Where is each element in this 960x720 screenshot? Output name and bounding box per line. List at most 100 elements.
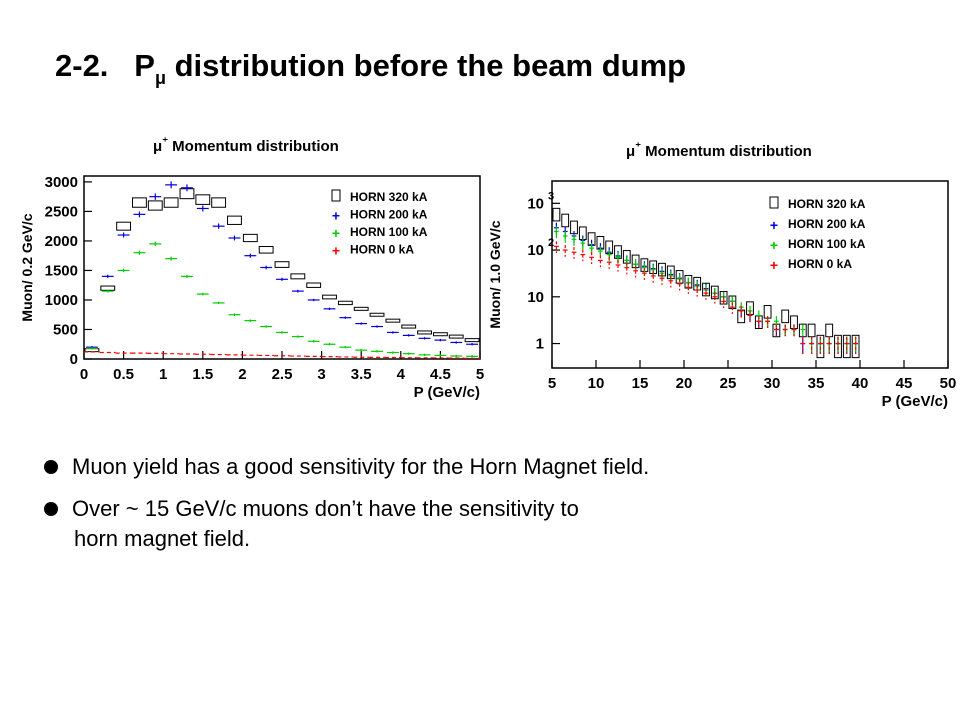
- hist-box-horn320: [448, 334, 464, 339]
- hist-box-horn320: [417, 330, 432, 335]
- hist-box-horn320: [337, 300, 353, 306]
- hist-box-horn320: [227, 215, 242, 225]
- x-tick-label: 40: [852, 375, 869, 392]
- hist-box-horn320: [274, 261, 290, 268]
- bullet-dot-icon: [44, 502, 58, 516]
- hist-box-horn320: [195, 194, 211, 205]
- x-tick-label: 0.5: [113, 366, 134, 383]
- hist-box-horn320: [763, 305, 772, 319]
- legend-swatch-plus-icon: +: [332, 208, 340, 224]
- title-number: 2-2.: [55, 48, 109, 83]
- y-axis-label: Muon/ 1.0 GeV/c: [488, 220, 503, 328]
- hist-box-horn320: [116, 221, 132, 231]
- x-tick-label: 0: [80, 366, 88, 383]
- hist-box-horn320: [211, 197, 227, 208]
- y-tick-label: 500: [53, 321, 78, 338]
- hist-box-horn320: [369, 312, 385, 317]
- title-rest: distribution before the beam dump: [165, 48, 687, 83]
- x-tick-label: 3.5: [351, 366, 372, 383]
- legend-label: HORN 320 kA: [788, 197, 866, 211]
- y-tick-label: 10: [527, 289, 544, 306]
- legend-label: HORN 200 kA: [788, 217, 866, 231]
- hist-box-horn320: [432, 332, 448, 337]
- x-tick-label: 50: [940, 375, 957, 392]
- hist-box-horn320: [834, 334, 842, 359]
- x-tick-label: 4.5: [430, 366, 451, 383]
- x-tick-label: 30: [764, 375, 781, 392]
- y-tick-label: 3000: [45, 174, 78, 191]
- y-tick-exponent: 3: [548, 190, 554, 202]
- hist-box-horn320: [322, 294, 337, 300]
- x-tick-label: 1.5: [192, 366, 213, 383]
- bullet-dot-icon: [44, 460, 58, 474]
- y-tick-label: 1500: [45, 262, 78, 279]
- x-tick-label: 3: [317, 366, 325, 383]
- hist-box-horn320: [851, 334, 860, 359]
- hist-box-horn320: [807, 323, 816, 338]
- bullet-text: Muon yield has a good sensitivity for th…: [72, 454, 650, 479]
- legend-swatch-horn320: [331, 189, 341, 202]
- hist-box-horn320: [258, 246, 274, 254]
- hist-box-horn320: [306, 282, 322, 288]
- hist-box-horn320: [825, 323, 834, 338]
- legend-label: HORN 200 kA: [350, 208, 428, 222]
- y-tick-label: 2500: [45, 203, 78, 220]
- chart-title: μ⁺ Momentum distribution: [153, 136, 339, 155]
- x-tick-label: 20: [676, 375, 693, 392]
- y-tick-label: 10: [527, 242, 544, 259]
- y-tick-label: 10: [527, 195, 544, 212]
- hist-box-horn320: [816, 334, 825, 359]
- legend-swatch-plus-icon: +: [770, 257, 778, 273]
- bullet-text-continued: horn magnet field.: [74, 526, 251, 551]
- legend-swatch-horn320: [769, 196, 779, 209]
- x-tick-label: 25: [720, 375, 737, 392]
- legend-swatch-plus-icon: +: [332, 225, 340, 241]
- hist-box-horn320: [464, 338, 480, 343]
- legend-swatch-plus-icon: +: [770, 217, 778, 233]
- hist-box-horn320: [163, 197, 179, 208]
- y-tick-label: 1: [536, 336, 544, 353]
- x-tick-label: 5: [548, 375, 556, 392]
- chart-log-momentum: μ⁺ Momentum distribution Muon/ 1.0 GeV/c P…: [488, 141, 957, 410]
- slide-title: 2-2. Pμ distribution before the beam dum…: [55, 48, 686, 89]
- hist-box-horn320: [147, 200, 163, 211]
- legend-label: HORN 100 kA: [788, 237, 866, 251]
- x-tick-label: 4: [397, 366, 406, 383]
- x-tick-label: 10: [588, 375, 605, 392]
- plot-frame: [551, 180, 949, 369]
- hist-box-horn320: [290, 273, 306, 280]
- bullet-text: Over ~ 15 GeV/c muons don’t have the sen…: [72, 496, 579, 521]
- x-tick-label: 2: [238, 366, 246, 383]
- x-tick-label: 15: [632, 375, 649, 392]
- x-tick-label: 1: [159, 366, 167, 383]
- legend-label: HORN 320 kA: [350, 190, 428, 204]
- bullet-item: Over ~ 15 GeV/c muons don’t have the sen…: [44, 494, 649, 554]
- hist-box-horn320: [242, 233, 258, 243]
- hist-box-horn320: [781, 309, 790, 324]
- hist-box-horn320: [842, 334, 851, 359]
- x-axis-label: P (GeV/c): [882, 393, 948, 410]
- legend-label: HORN 0 kA: [788, 257, 852, 271]
- x-tick-label: 2.5: [272, 366, 293, 383]
- legend-swatch-plus-icon: +: [332, 243, 340, 259]
- bullet-item: Muon yield has a good sensitivity for th…: [44, 452, 649, 482]
- title-main: P: [134, 48, 155, 83]
- y-axis-label: Muon/ 0.2 GeV/c: [19, 213, 35, 321]
- y-tick-label: 1000: [45, 292, 78, 309]
- x-tick-label: 35: [808, 375, 825, 392]
- hist-box-horn320: [561, 213, 570, 228]
- y-tick-exponent: 2: [548, 237, 554, 249]
- hist-box-horn320: [798, 323, 807, 338]
- chart-linear-momentum: μ⁺ Momentum distribution Muon/ 0.2 GeV/c P…: [19, 136, 484, 401]
- y-tick-label: 2000: [45, 233, 78, 250]
- hist-box-horn320: [552, 207, 561, 222]
- hist-box-horn320: [353, 306, 369, 311]
- hist-box-horn320: [132, 197, 147, 208]
- hist-box-horn320: [401, 324, 417, 329]
- legend-label: HORN 100 kA: [350, 225, 428, 239]
- x-tick-label: 45: [896, 375, 913, 392]
- hist-box-horn320: [385, 318, 401, 323]
- x-tick-label: 5: [476, 366, 484, 383]
- y-tick-label: 0: [70, 351, 78, 368]
- x-axis-label: P (GeV/c): [414, 384, 480, 401]
